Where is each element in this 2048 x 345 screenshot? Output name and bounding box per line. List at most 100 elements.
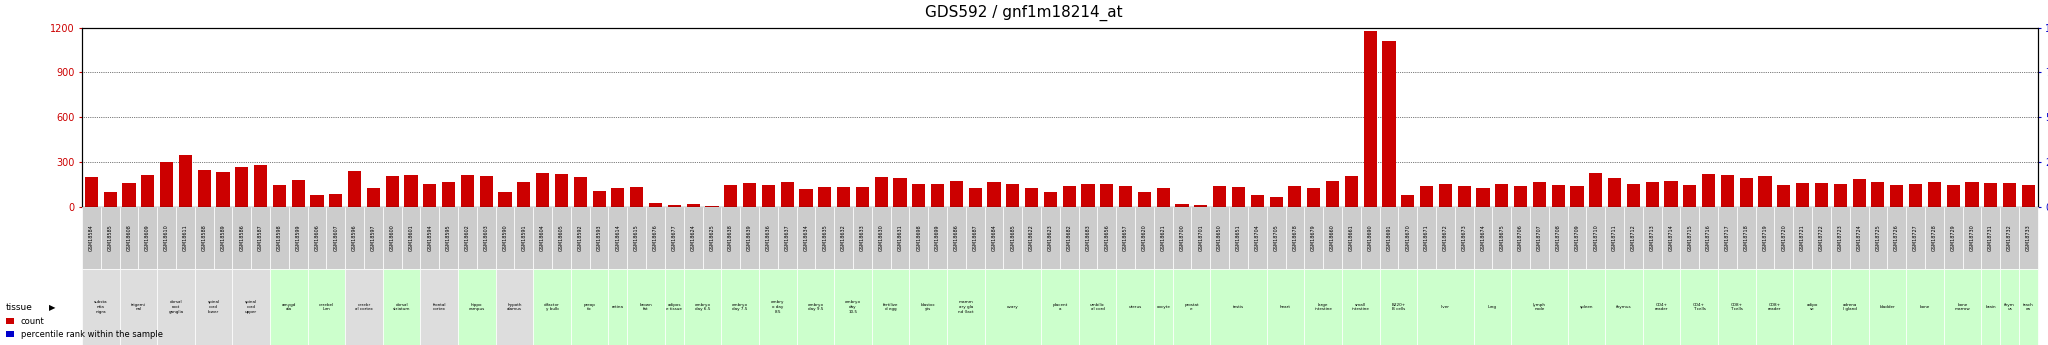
Bar <box>762 185 774 207</box>
FancyBboxPatch shape <box>459 207 477 269</box>
Bar <box>518 182 530 207</box>
Text: GSM18710: GSM18710 <box>1593 225 1597 252</box>
FancyBboxPatch shape <box>891 207 909 269</box>
Text: GSM18607: GSM18607 <box>334 225 338 252</box>
Text: olfactor
y bulb: olfactor y bulb <box>545 303 559 311</box>
Text: GSM18596: GSM18596 <box>352 225 356 252</box>
FancyBboxPatch shape <box>1399 207 1417 269</box>
Bar <box>1081 184 1094 207</box>
FancyBboxPatch shape <box>532 269 571 345</box>
Text: GSM18623: GSM18623 <box>1049 225 1053 252</box>
Bar <box>819 187 831 207</box>
FancyBboxPatch shape <box>1417 269 1475 345</box>
Text: oocyte: oocyte <box>1157 305 1169 309</box>
FancyBboxPatch shape <box>119 269 158 345</box>
Text: embry
o day
8.5: embry o day 8.5 <box>770 300 784 314</box>
Bar <box>1683 185 1696 207</box>
FancyBboxPatch shape <box>2001 207 2019 269</box>
FancyBboxPatch shape <box>760 207 778 269</box>
Text: GSM18610: GSM18610 <box>164 225 170 252</box>
Text: uterus: uterus <box>1128 305 1141 309</box>
Text: bladder: bladder <box>1880 305 1894 309</box>
FancyBboxPatch shape <box>1530 207 1548 269</box>
Bar <box>1927 182 1942 207</box>
FancyBboxPatch shape <box>158 207 176 269</box>
FancyBboxPatch shape <box>383 269 420 345</box>
FancyBboxPatch shape <box>1944 207 1962 269</box>
FancyBboxPatch shape <box>477 207 496 269</box>
Text: GSM18724: GSM18724 <box>1858 225 1862 252</box>
FancyBboxPatch shape <box>1755 207 1774 269</box>
Text: GSM18634: GSM18634 <box>803 225 809 252</box>
FancyBboxPatch shape <box>346 207 365 269</box>
FancyBboxPatch shape <box>401 207 420 269</box>
Text: placent
a: placent a <box>1053 303 1067 311</box>
FancyBboxPatch shape <box>571 207 590 269</box>
FancyBboxPatch shape <box>1624 207 1642 269</box>
FancyBboxPatch shape <box>946 207 967 269</box>
Bar <box>799 189 813 207</box>
FancyBboxPatch shape <box>1040 269 1079 345</box>
FancyBboxPatch shape <box>1247 207 1268 269</box>
FancyBboxPatch shape <box>1962 207 1980 269</box>
Text: GSM18605: GSM18605 <box>559 225 563 252</box>
Text: GSM18591: GSM18591 <box>522 225 526 252</box>
Text: GSM18728: GSM18728 <box>1931 225 1937 252</box>
FancyBboxPatch shape <box>1475 207 1493 269</box>
FancyBboxPatch shape <box>627 207 645 269</box>
Text: GSM18590: GSM18590 <box>502 225 508 252</box>
Text: tissue: tissue <box>6 303 33 312</box>
Bar <box>725 185 737 207</box>
Bar <box>178 155 193 207</box>
Bar <box>950 181 963 207</box>
Bar <box>592 191 606 207</box>
Legend: count, percentile rank within the sample: count, percentile rank within the sample <box>4 315 164 341</box>
Bar <box>1100 184 1114 207</box>
Bar <box>1720 175 1735 207</box>
FancyBboxPatch shape <box>1417 207 1436 269</box>
Bar <box>1890 185 1903 207</box>
Text: GSM18614: GSM18614 <box>614 225 621 252</box>
FancyBboxPatch shape <box>721 269 760 345</box>
Text: liver: liver <box>1442 305 1450 309</box>
FancyBboxPatch shape <box>1642 269 1681 345</box>
Text: GSM18589: GSM18589 <box>221 225 225 252</box>
FancyBboxPatch shape <box>1210 207 1229 269</box>
Text: lung: lung <box>1489 305 1497 309</box>
Text: retina: retina <box>612 305 625 309</box>
FancyBboxPatch shape <box>1548 207 1567 269</box>
Text: GSM18731: GSM18731 <box>1989 225 1993 252</box>
Text: GSM18651: GSM18651 <box>1237 225 1241 252</box>
Bar <box>272 185 287 207</box>
Text: GSM18597: GSM18597 <box>371 225 377 252</box>
FancyBboxPatch shape <box>1661 207 1681 269</box>
Text: GSM18602: GSM18602 <box>465 225 469 252</box>
Text: embryo
day 6.5: embryo day 6.5 <box>694 303 711 311</box>
Text: GSM18711: GSM18711 <box>1612 225 1618 252</box>
Text: GSM18723: GSM18723 <box>1837 225 1843 252</box>
Text: GSM18701: GSM18701 <box>1198 225 1204 252</box>
Text: thym
us: thym us <box>2005 303 2015 311</box>
FancyBboxPatch shape <box>289 207 307 269</box>
FancyBboxPatch shape <box>909 269 946 345</box>
Text: preop
tic: preop tic <box>584 303 596 311</box>
Text: GSM18600: GSM18600 <box>389 225 395 252</box>
FancyBboxPatch shape <box>1341 207 1360 269</box>
Text: umbilic
al cord: umbilic al cord <box>1090 303 1106 311</box>
FancyBboxPatch shape <box>1004 207 1022 269</box>
FancyBboxPatch shape <box>270 269 307 345</box>
FancyBboxPatch shape <box>666 269 684 345</box>
FancyBboxPatch shape <box>1116 207 1135 269</box>
Text: GSM18598: GSM18598 <box>276 225 283 252</box>
FancyBboxPatch shape <box>1153 269 1174 345</box>
Bar <box>498 192 512 207</box>
Text: embryo
day
10.5: embryo day 10.5 <box>846 300 860 314</box>
Text: GSM18587: GSM18587 <box>258 225 262 252</box>
Bar <box>311 195 324 207</box>
Text: GSM18683: GSM18683 <box>1085 225 1090 252</box>
Text: GSM18656: GSM18656 <box>1104 225 1110 252</box>
Bar <box>1006 184 1020 207</box>
FancyBboxPatch shape <box>1192 207 1210 269</box>
Bar <box>1589 173 1602 207</box>
Text: GSM18674: GSM18674 <box>1481 225 1485 252</box>
